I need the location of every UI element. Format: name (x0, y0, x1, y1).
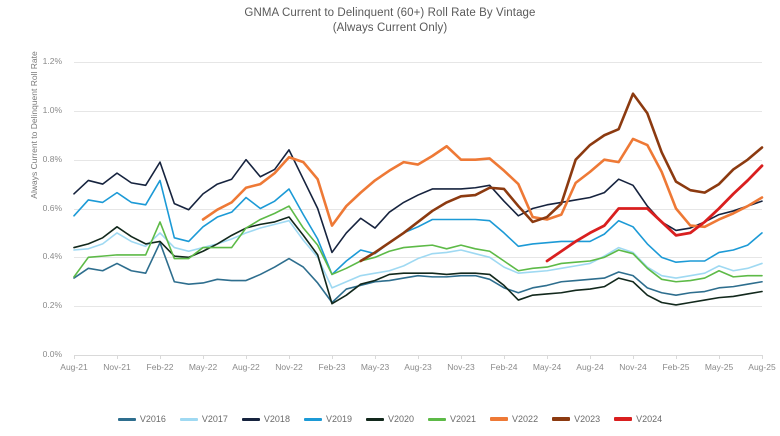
legend-label: V2021 (450, 414, 477, 424)
legend-label: V2017 (201, 414, 228, 424)
x-axis-tick-label: Nov-22 (275, 362, 303, 372)
x-axis-tick-label: Aug-21 (60, 362, 88, 372)
gridline (74, 208, 762, 210)
y-axis-tick-label: 0.0% (42, 349, 62, 359)
x-axis-tick-label: Feb-23 (318, 362, 346, 372)
gridline (74, 110, 762, 112)
legend-swatch-icon (365, 417, 384, 421)
plot-area (73, 62, 764, 356)
x-axis-tick-mark (418, 355, 419, 359)
legend-swatch-icon (241, 417, 260, 421)
x-axis-tick-mark (117, 355, 118, 359)
legend-item-v2024[interactable]: V2024 (614, 414, 662, 424)
x-axis-tick-mark (676, 355, 677, 359)
x-axis-tick-mark (633, 355, 634, 359)
legend-label: V2023 (574, 414, 601, 424)
y-axis-tick-label: 1.2% (42, 56, 62, 66)
series-line-v2024 (545, 164, 764, 263)
legend-label: V2016 (139, 414, 166, 424)
y-axis-tick-label: 1.0% (42, 104, 62, 115)
x-axis-tick-mark (719, 355, 720, 359)
series-line-v2017 (73, 219, 763, 289)
legend-item-v2021[interactable]: V2021 (428, 414, 476, 424)
legend-swatch-icon (614, 417, 633, 421)
legend-swatch-icon (117, 417, 136, 421)
x-axis-tick-mark (590, 355, 591, 359)
legend-label: V2024 (636, 414, 663, 424)
x-axis-tick-label: Aug-22 (232, 362, 260, 372)
chart-title-line1: GNMA Current to Delinquent (60+) Roll Ra… (244, 7, 536, 19)
legend-swatch-icon (490, 417, 509, 421)
x-axis-tick-mark (203, 355, 204, 359)
legend-swatch-icon (552, 417, 571, 421)
legend-swatch-icon (428, 417, 447, 421)
x-axis-tick-label: Aug-25 (748, 362, 776, 372)
y-axis-tick-label: 0.8% (42, 153, 62, 164)
series-line-v2016 (73, 241, 763, 304)
series-line-v2022 (201, 137, 764, 229)
legend-item-v2022[interactable]: V2022 (490, 414, 538, 424)
x-axis-tick-mark (74, 355, 75, 359)
x-axis-tick-label: May-24 (532, 362, 562, 372)
legend-item-v2016[interactable]: V2016 (117, 414, 166, 424)
chart-legend: V2016 V2017 V2018 V2019 V2020 V2021 V2022 V2023… (0, 414, 780, 424)
x-axis-tick-mark (504, 355, 505, 359)
series-line-v2023 (359, 92, 764, 263)
legend-label: V2022 (512, 414, 539, 424)
x-axis-tick-label: May-23 (360, 362, 390, 372)
x-axis-tick-label: Feb-24 (490, 362, 518, 372)
x-axis-tick-mark (160, 355, 161, 359)
x-axis-tick-mark (461, 355, 462, 359)
x-axis-tick-mark (289, 355, 290, 359)
x-axis-tick-mark (547, 355, 548, 359)
chart-subtitle: (Always Current Only) (332, 22, 448, 34)
series-line-v2018 (73, 149, 763, 254)
x-axis-tick-label: Feb-25 (662, 362, 690, 372)
x-axis-tick-label: Nov-21 (103, 362, 131, 372)
legend-item-v2019[interactable]: V2019 (303, 414, 352, 424)
legend-item-v2018[interactable]: V2018 (241, 414, 290, 424)
x-axis-tick-mark (375, 355, 376, 359)
series-line-v2019 (73, 179, 763, 276)
legend-label: V2020 (387, 414, 415, 424)
x-axis-tick-label: May-25 (704, 362, 734, 372)
x-axis-tick-label: Aug-23 (404, 362, 432, 372)
y-axis-tick-label: 0.4% (42, 251, 62, 262)
x-axis-tick-mark (332, 355, 333, 359)
x-axis-tick-label: Nov-23 (447, 362, 475, 372)
x-axis-tick-mark (246, 355, 247, 359)
y-axis-tick-label: 0.6% (42, 202, 62, 213)
legend-swatch-icon (303, 417, 322, 421)
legend-item-v2017[interactable]: V2017 (179, 414, 228, 424)
series-line-v2021 (73, 205, 763, 283)
series-line-v2020 (73, 216, 763, 306)
chart-title: GNMA Current to Delinquent (60+) Roll Ra… (0, 6, 780, 36)
y-axis-tick-label: 0.2% (42, 300, 62, 311)
series-lines (73, 92, 764, 306)
gridline (74, 159, 762, 161)
x-axis-tick-label: Feb-22 (146, 362, 174, 372)
gridline (74, 306, 762, 308)
gridline (74, 62, 762, 63)
legend-swatch-icon (179, 417, 198, 421)
legend-label: V2019 (325, 414, 352, 424)
x-axis-tick-mark (762, 355, 763, 359)
x-axis-tick-label: Aug-24 (576, 362, 604, 372)
legend-item-v2023[interactable]: V2023 (552, 414, 600, 424)
legend-item-v2020[interactable]: V2020 (365, 414, 415, 424)
legend-label: V2018 (263, 414, 290, 424)
x-axis-tick-label: May-22 (188, 362, 218, 372)
x-axis-tick-label: Nov-24 (619, 362, 647, 372)
